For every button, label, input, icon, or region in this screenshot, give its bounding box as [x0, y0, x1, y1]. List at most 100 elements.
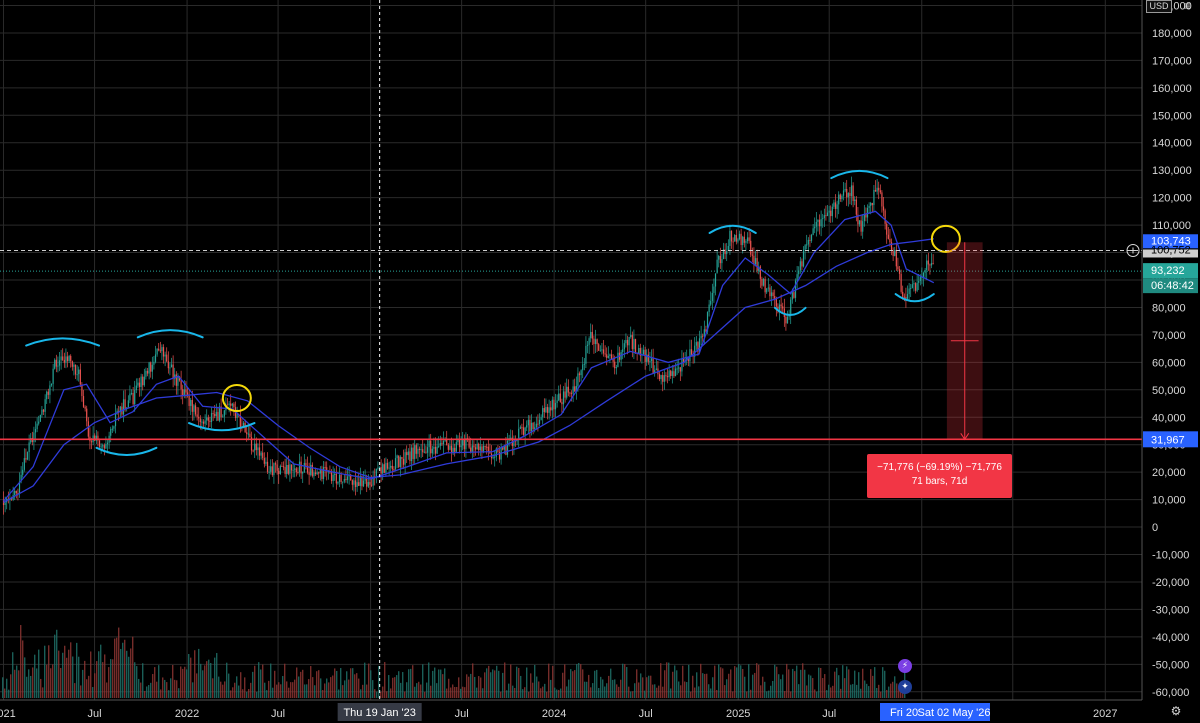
- candle-body: [526, 425, 528, 428]
- volume-bar: [342, 685, 344, 698]
- volume-bar: [898, 687, 900, 698]
- last-price-tag: 93,232: [1151, 265, 1185, 277]
- candle-body: [454, 447, 456, 452]
- volume-bar: [756, 663, 758, 698]
- volume-bar: [276, 684, 278, 698]
- candle-body: [334, 473, 336, 475]
- candle-body: [698, 338, 701, 352]
- candle-body: [46, 391, 48, 400]
- candle-body: [433, 446, 435, 449]
- volume-bar: [36, 668, 38, 698]
- volume-bar: [114, 638, 116, 698]
- candle-body: [409, 451, 411, 462]
- volume-bar: [814, 689, 816, 698]
- candle-body: [142, 376, 144, 386]
- lightning-icon[interactable]: ⚡: [898, 659, 912, 673]
- volume-bar: [370, 670, 372, 698]
- volume-bar: [282, 676, 284, 698]
- volume-bar: [502, 672, 504, 698]
- volume-bar: [532, 682, 534, 698]
- candle-body: [655, 368, 657, 371]
- candle-body: [172, 364, 174, 379]
- candle-body: [796, 274, 798, 281]
- cyan-arc-annotation: [95, 446, 158, 456]
- candle-body: [438, 445, 440, 447]
- candle-body: [310, 464, 312, 475]
- candle-body: [401, 457, 403, 459]
- volume-bar: [506, 690, 508, 698]
- volume-bar: [504, 662, 506, 698]
- volume-bar: [852, 684, 854, 698]
- volume-bar: [856, 684, 858, 698]
- candle-body: [575, 385, 577, 392]
- candle-body: [887, 234, 889, 239]
- candle-body: [231, 403, 233, 406]
- volume-bar: [726, 679, 728, 698]
- candle-body: [678, 367, 680, 369]
- volume-bar: [492, 669, 494, 698]
- candle-body: [215, 411, 217, 417]
- volume-bar: [386, 691, 388, 698]
- candle-body: [404, 452, 406, 465]
- volume-bar: [266, 690, 268, 698]
- volume-bar: [218, 676, 220, 698]
- currency-select[interactable]: USD: [1146, 0, 1172, 13]
- x-tick-label: 2024: [542, 708, 566, 720]
- candle-body: [535, 423, 537, 428]
- candle-body: [79, 369, 81, 385]
- candle-body: [551, 399, 553, 411]
- volume-bar: [418, 681, 420, 698]
- candle-body: [772, 292, 774, 296]
- hand-drawn-annotations[interactable]: [25, 169, 961, 456]
- candle-body: [103, 445, 105, 449]
- volume-bar: [764, 681, 766, 698]
- candle-body: [314, 472, 317, 475]
- hamburger-icon[interactable]: ≡: [1183, 0, 1191, 13]
- candle-body: [892, 250, 894, 256]
- us-flag-icon[interactable]: ✦: [898, 680, 912, 694]
- candle-body: [182, 389, 184, 396]
- volume-bar: [54, 634, 56, 698]
- candle-body: [884, 210, 886, 224]
- candle-body: [470, 447, 472, 453]
- volume-bar: [296, 667, 298, 698]
- candle-body: [175, 374, 177, 386]
- volume-bar: [40, 678, 42, 698]
- candle-body: [425, 451, 427, 453]
- volume-bar: [130, 648, 132, 698]
- volume-bar: [720, 667, 722, 698]
- volume-bar: [144, 690, 146, 698]
- cyan-arc-annotation: [773, 306, 807, 316]
- candle-body: [801, 261, 803, 267]
- volume-bar: [408, 669, 410, 698]
- candle-body: [647, 354, 649, 362]
- candle-body: [486, 446, 488, 448]
- volume-bar: [304, 684, 306, 698]
- volume-bar: [416, 683, 418, 698]
- volume-bar: [608, 675, 610, 698]
- volume-bar: [676, 670, 678, 698]
- volume-bar: [318, 670, 320, 698]
- volume-bar: [754, 672, 756, 698]
- volume-bar: [624, 664, 626, 698]
- volume-bar: [474, 676, 476, 698]
- candle-body: [276, 464, 278, 471]
- candle-body: [60, 356, 62, 361]
- volume-bar: [48, 645, 50, 698]
- candle-body: [818, 219, 821, 227]
- candle-body: [839, 194, 841, 200]
- candle-body: [322, 467, 325, 479]
- volume-bar: [152, 674, 154, 698]
- candle-body: [886, 223, 888, 235]
- settings-icon[interactable]: ⚙: [1170, 704, 1182, 718]
- candle-body: [414, 445, 416, 460]
- volume-bar: [46, 664, 48, 698]
- candle-body: [727, 245, 729, 252]
- volume-bar: [4, 688, 6, 698]
- candle-body: [484, 445, 486, 447]
- candle-body: [177, 376, 179, 386]
- volume-bar: [780, 679, 782, 698]
- candle-body: [506, 440, 509, 455]
